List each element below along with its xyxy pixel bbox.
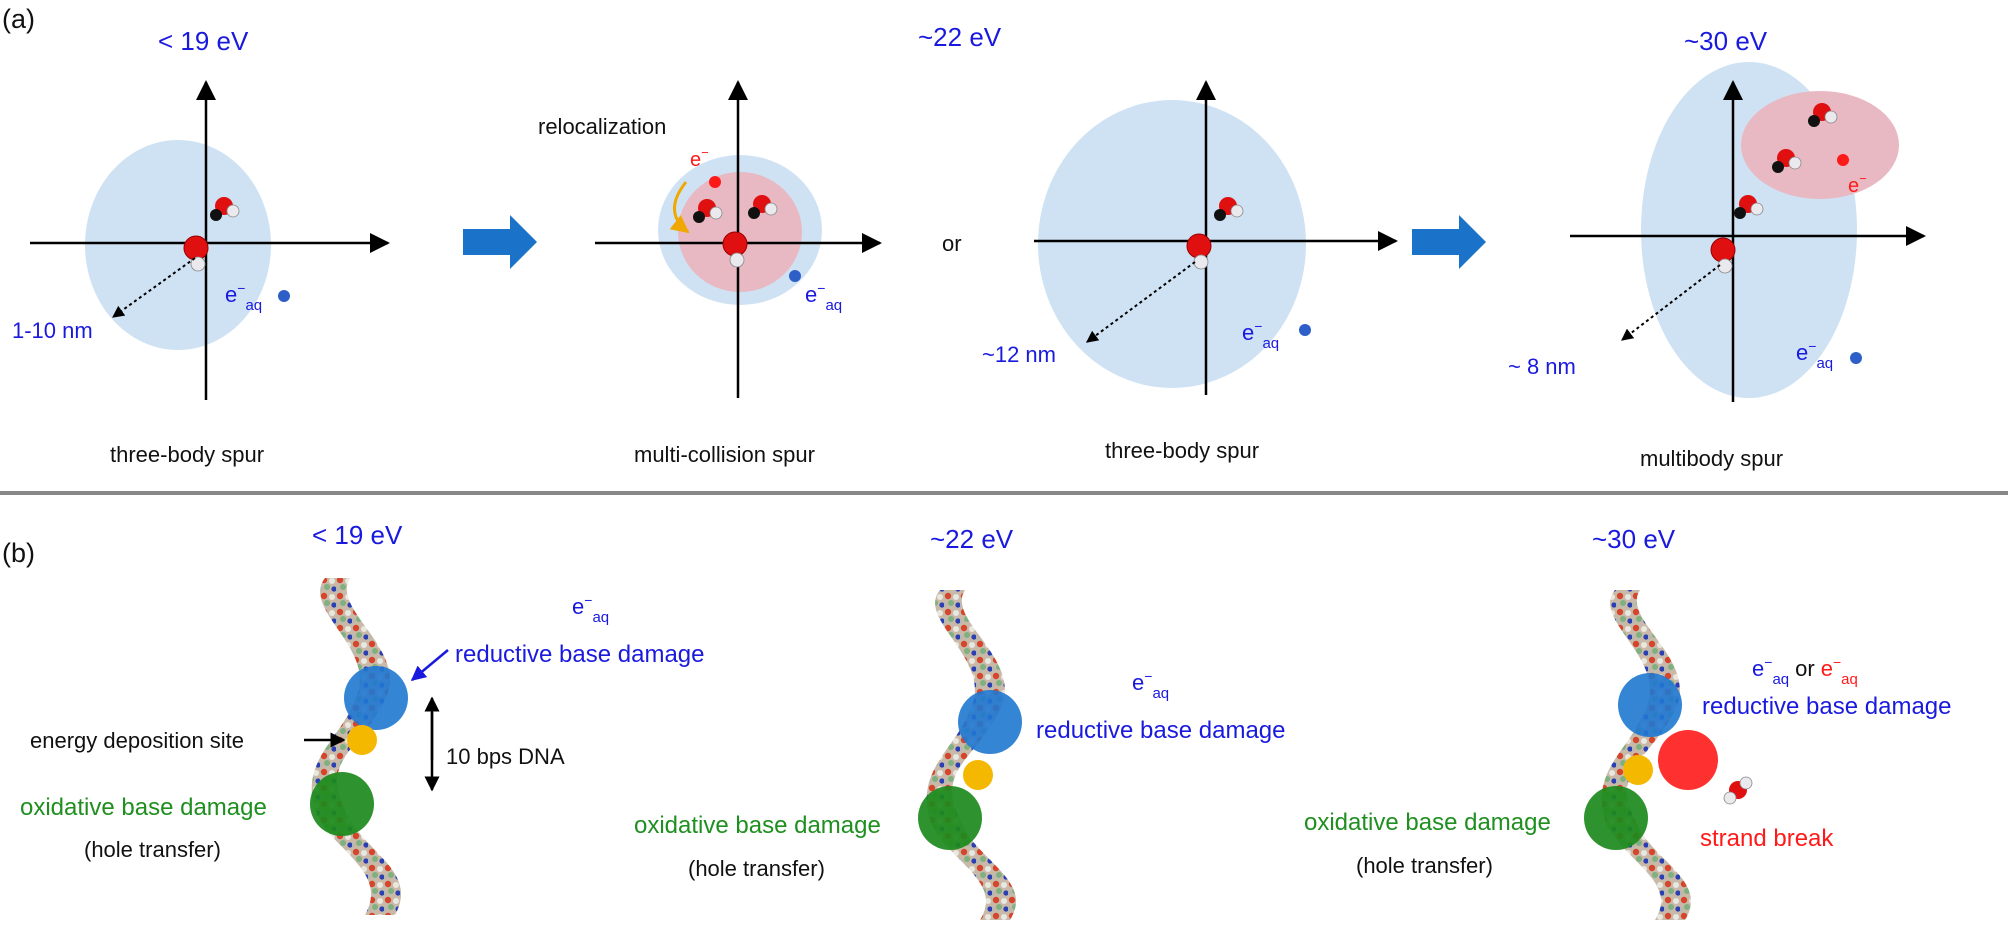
- dna-1: [310, 578, 408, 915]
- dna-3: [1584, 590, 1753, 920]
- hydrated-electron-icon: [278, 290, 290, 302]
- energy-b-2: ~22 eV: [930, 524, 1014, 554]
- spur-2: e− relocalization e−aq multi-collision s…: [538, 80, 882, 467]
- dna-3-hole: (hole transfer): [1356, 853, 1493, 878]
- spur-4-caption: multibody spur: [1640, 446, 1783, 471]
- spur-3-radius-arrow: [1086, 261, 1196, 343]
- spur-4-radius-arrow: [1621, 264, 1721, 341]
- hydrated-electron-icon: [789, 270, 801, 282]
- water-molecule-icon: [1723, 776, 1753, 805]
- reductive-damage-site: [958, 690, 1022, 754]
- relocalization-arrow: [669, 181, 690, 234]
- spur-4-electron: e−: [1848, 171, 1867, 197]
- dna-1-deposition: energy deposition site: [30, 728, 244, 753]
- dna-1-bps: 10 bps DNA: [446, 744, 565, 769]
- svg-text:e−aq: e−aq: [1796, 338, 1833, 372]
- spur-1: 1-10 nm e−aq three-body spur: [12, 80, 390, 467]
- dna-2-eaq: e−aq: [1132, 668, 1169, 702]
- oxidative-damage-site: [310, 772, 374, 836]
- energy-a-1: < 19 eV: [158, 26, 249, 56]
- dna-1-reductive: reductive base damage: [455, 641, 705, 668]
- energy-b-3: ~30 eV: [1592, 524, 1676, 554]
- dna-2-oxidative: oxidative base damage: [634, 812, 881, 839]
- relocalization-label: relocalization: [538, 114, 666, 139]
- block-arrow-1: [463, 215, 537, 269]
- block-arrow-2: [1412, 215, 1486, 269]
- oxidative-damage-site: [1584, 786, 1648, 850]
- hydrated-electron-icon: [1850, 352, 1862, 364]
- spur-4-radius: ~ 8 nm: [1508, 354, 1576, 379]
- or-label-a: or: [942, 231, 962, 256]
- spur-1-caption: three-body spur: [110, 442, 264, 467]
- electron-icon: [709, 176, 721, 188]
- reductive-damage-site: [1618, 673, 1682, 737]
- strand-break-site: [1658, 730, 1718, 790]
- dna-1-oxidative: oxidative base damage: [20, 794, 267, 821]
- dna-2-hole: (hole transfer): [688, 856, 825, 881]
- dna-2-reductive: reductive base damage: [1036, 717, 1286, 744]
- dna-3-oxidative: oxidative base damage: [1304, 809, 1551, 836]
- dna-1-eaq: e−aq: [572, 592, 609, 626]
- energy-deposition-site-marker: [963, 760, 993, 790]
- energy-a-2: ~22 eV: [918, 22, 1002, 52]
- dna-1-hole: (hole transfer): [84, 837, 221, 862]
- svg-text:e−aq: e−aq: [1242, 318, 1279, 352]
- spur-1-cloud: [85, 140, 271, 350]
- energy-deposition-site-marker: [347, 725, 377, 755]
- svg-text:e−aq: e−aq: [805, 280, 842, 314]
- spur-4-eaq: e−aq: [1796, 338, 1862, 372]
- energy-deposition-site-marker: [1623, 755, 1653, 785]
- spur-2-eaq: e−aq: [789, 270, 842, 314]
- oxidative-damage-site: [918, 786, 982, 850]
- spur-2-cloud-inner: [678, 172, 802, 292]
- panel-a-label: (a): [2, 4, 35, 34]
- reductive-pointer-arrow: [410, 649, 449, 681]
- dna-3-eaq-line: e−aq or e−aq: [1752, 654, 1858, 688]
- spur-2-caption: multi-collision spur: [634, 442, 815, 467]
- spur-3-radius: ~12 nm: [982, 342, 1056, 367]
- spur-1-radius: 1-10 nm: [12, 318, 93, 343]
- dna-3-reductive: reductive base damage: [1702, 693, 1952, 720]
- spur-2-electron: e−: [690, 145, 709, 171]
- reductive-damage-site: [344, 666, 408, 730]
- svg-text:e−aq: e−aq: [225, 280, 262, 314]
- spur-1-radius-arrow: [112, 257, 196, 318]
- spur-1-eaq: e−aq: [225, 280, 290, 314]
- spur-3-cloud: [1038, 100, 1306, 388]
- electron-icon: [1837, 154, 1849, 166]
- spur-3-eaq: e−aq: [1242, 318, 1311, 352]
- dna-3-strand-break: strand break: [1700, 825, 1834, 852]
- hydrated-electron-icon: [1299, 324, 1311, 336]
- panel-b-label: (b): [2, 538, 35, 568]
- spur-3: ~12 nm e−aq three-body spur: [982, 80, 1398, 463]
- spur-3-caption: three-body spur: [1105, 438, 1259, 463]
- energy-a-3: ~30 eV: [1684, 26, 1768, 56]
- dna-2: [918, 590, 1022, 920]
- spur-4: e− ~ 8 nm e−aq multibody spur: [1508, 62, 1926, 471]
- dna-helix-2: [926, 590, 1017, 920]
- energy-b-1: < 19 eV: [312, 520, 403, 550]
